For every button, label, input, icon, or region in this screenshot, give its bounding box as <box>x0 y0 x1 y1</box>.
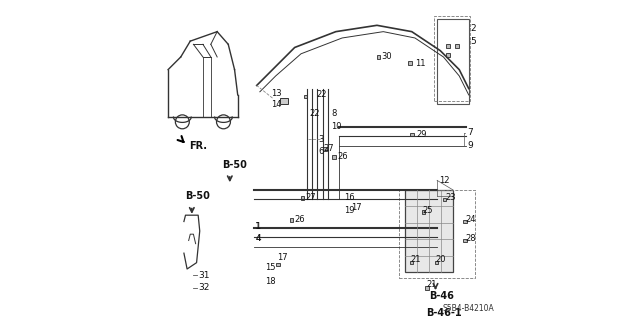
Text: 1: 1 <box>255 222 260 231</box>
Bar <box>406 190 453 272</box>
Text: 23: 23 <box>445 193 456 202</box>
Text: 26: 26 <box>337 152 348 161</box>
Text: 29: 29 <box>417 130 427 139</box>
Text: 27: 27 <box>323 144 334 153</box>
Text: 9: 9 <box>467 141 473 150</box>
Text: 21: 21 <box>410 255 420 264</box>
Bar <box>276 263 280 266</box>
Text: 1: 1 <box>255 222 261 231</box>
Bar <box>422 211 426 214</box>
Text: 17: 17 <box>277 253 288 263</box>
Text: 14: 14 <box>271 100 282 109</box>
Text: 27: 27 <box>306 193 316 202</box>
Bar <box>426 286 429 290</box>
Bar <box>435 261 438 264</box>
Text: B-50: B-50 <box>222 160 247 170</box>
Bar <box>446 44 450 48</box>
Text: B-46: B-46 <box>429 291 454 301</box>
Text: 21: 21 <box>426 280 436 289</box>
Bar <box>463 220 467 223</box>
Text: 19: 19 <box>344 206 354 215</box>
Bar <box>280 99 287 104</box>
Text: 4: 4 <box>255 234 260 243</box>
Text: 18: 18 <box>264 277 275 286</box>
Text: 22: 22 <box>309 109 319 118</box>
Bar <box>410 261 413 264</box>
Text: 22: 22 <box>317 91 327 100</box>
Text: 32: 32 <box>198 284 209 293</box>
Bar <box>455 44 459 48</box>
Text: B-50: B-50 <box>186 191 211 201</box>
Text: 20: 20 <box>435 255 446 264</box>
Bar <box>377 55 380 59</box>
Text: 7: 7 <box>467 129 473 137</box>
Text: 6: 6 <box>319 147 324 156</box>
Text: 3: 3 <box>319 135 324 144</box>
Bar <box>446 54 450 57</box>
Text: 25: 25 <box>423 206 433 215</box>
Text: 28: 28 <box>465 234 476 243</box>
Text: S5B4-B4210A: S5B4-B4210A <box>443 304 495 313</box>
Bar <box>410 133 413 137</box>
Bar <box>434 16 470 101</box>
Text: 2: 2 <box>470 24 476 33</box>
Bar <box>332 155 336 159</box>
Bar <box>304 95 307 98</box>
Bar <box>443 198 446 201</box>
Text: 8: 8 <box>331 109 337 118</box>
Text: FR.: FR. <box>189 141 207 151</box>
Text: 17: 17 <box>351 203 362 212</box>
Text: 12: 12 <box>438 176 449 185</box>
Circle shape <box>175 115 189 129</box>
Text: 11: 11 <box>415 59 426 68</box>
Text: 16: 16 <box>344 193 355 202</box>
Bar <box>463 239 467 242</box>
Text: 5: 5 <box>470 37 476 46</box>
Text: 31: 31 <box>198 271 210 280</box>
Text: B-46-1: B-46-1 <box>426 308 461 318</box>
Bar <box>290 218 293 222</box>
Bar <box>323 147 326 151</box>
Bar <box>408 61 412 65</box>
Bar <box>301 196 305 200</box>
Text: 4: 4 <box>255 234 260 243</box>
Bar <box>399 190 475 278</box>
Bar <box>437 19 468 104</box>
Text: 30: 30 <box>381 52 392 62</box>
Text: 10: 10 <box>331 122 342 131</box>
Text: 26: 26 <box>294 215 305 225</box>
Circle shape <box>216 115 230 129</box>
Text: 24: 24 <box>465 215 476 225</box>
Text: 13: 13 <box>271 89 282 98</box>
Text: 15: 15 <box>264 263 275 272</box>
